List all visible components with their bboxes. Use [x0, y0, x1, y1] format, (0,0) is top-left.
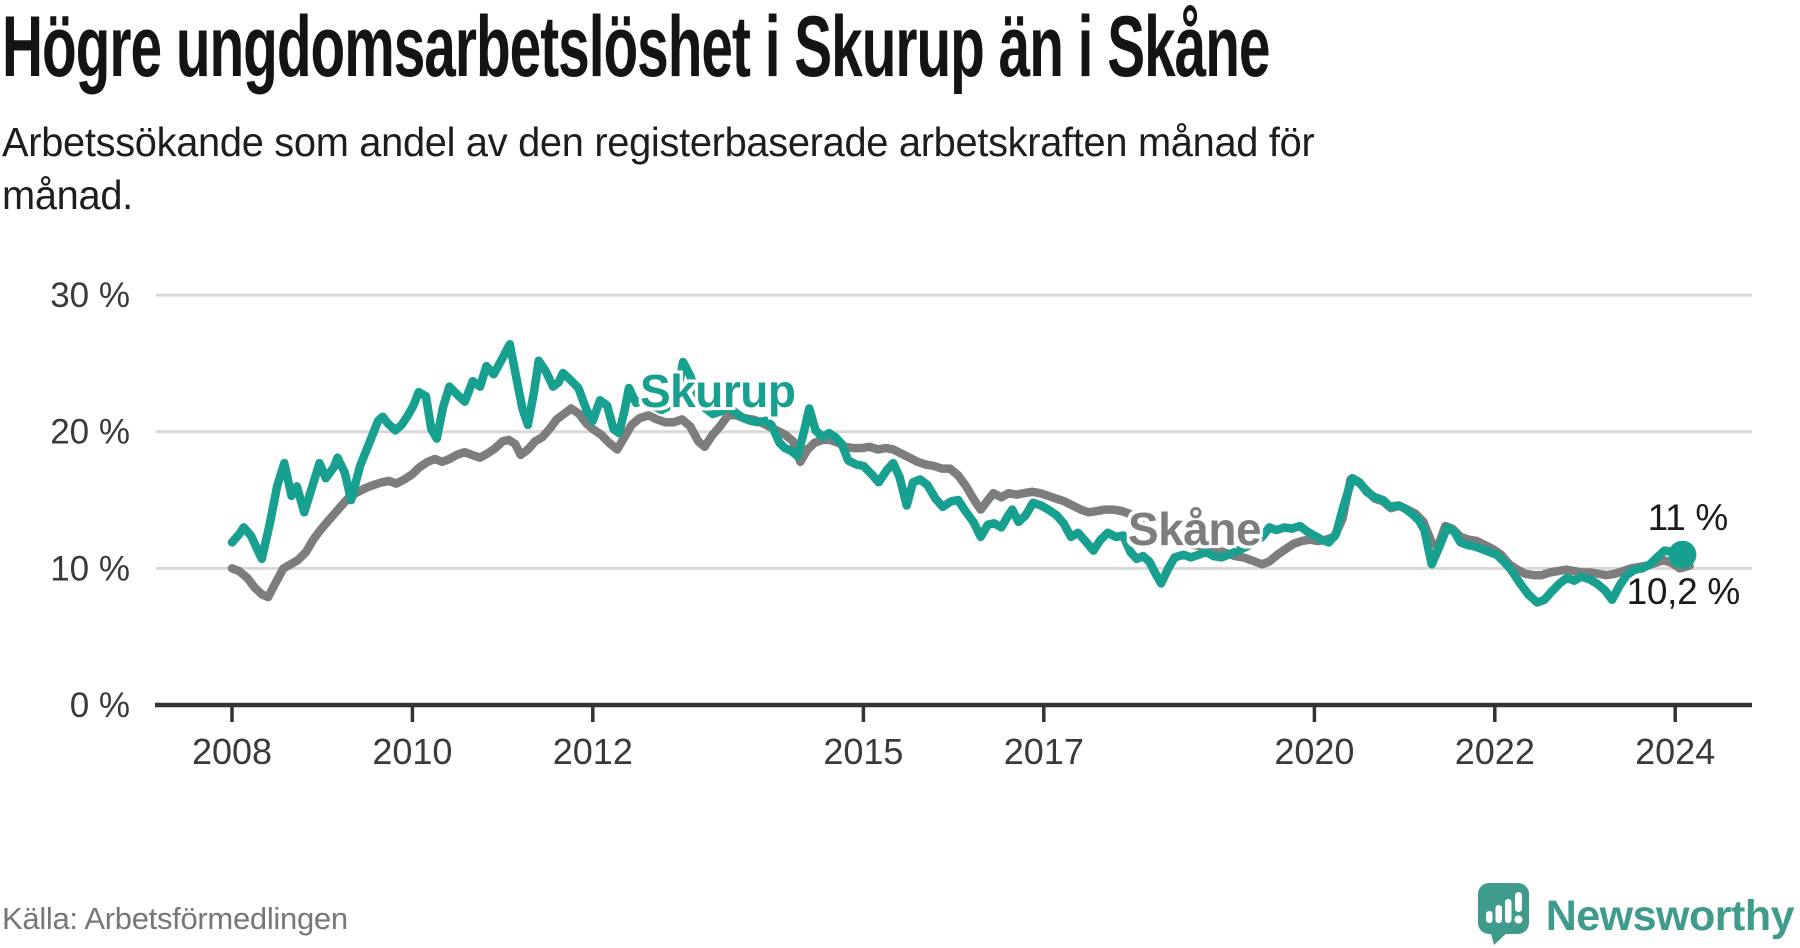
svg-text:2008: 2008 — [192, 731, 272, 772]
svg-text:20 %: 20 % — [50, 413, 130, 452]
page-title: Högre ungdomsarbetslöshet i Skurup än i … — [2, 0, 1270, 95]
end-value-label-skurup: 11 % — [1647, 497, 1729, 538]
end-value-label-skane: 10,2 % — [1626, 571, 1741, 612]
svg-text:2015: 2015 — [823, 731, 903, 772]
chart-subtitle: Arbetssökande som andel av den registerb… — [2, 119, 1315, 219]
svg-text:2017: 2017 — [1004, 731, 1084, 772]
series-label-skurup: Skurup — [640, 365, 796, 417]
svg-text:2024: 2024 — [1635, 731, 1715, 772]
svg-text:2010: 2010 — [372, 731, 452, 772]
svg-text:30 %: 30 % — [50, 276, 130, 315]
svg-text:0 %: 0 % — [70, 686, 130, 725]
newsworthy-logo-icon — [1475, 882, 1533, 948]
svg-text:2012: 2012 — [553, 731, 633, 772]
newsworthy-brand-text: Newsworthy — [1545, 892, 1795, 940]
series-label-skane: Skåne — [1128, 503, 1262, 555]
svg-text:10 %: 10 % — [50, 549, 130, 588]
svg-text:2020: 2020 — [1274, 731, 1354, 772]
svg-text:2022: 2022 — [1455, 731, 1535, 772]
newsworthy-brand: Newsworthy — [1475, 882, 1795, 948]
source-note: Källa: Arbetsförmedlingen — [2, 901, 348, 936]
